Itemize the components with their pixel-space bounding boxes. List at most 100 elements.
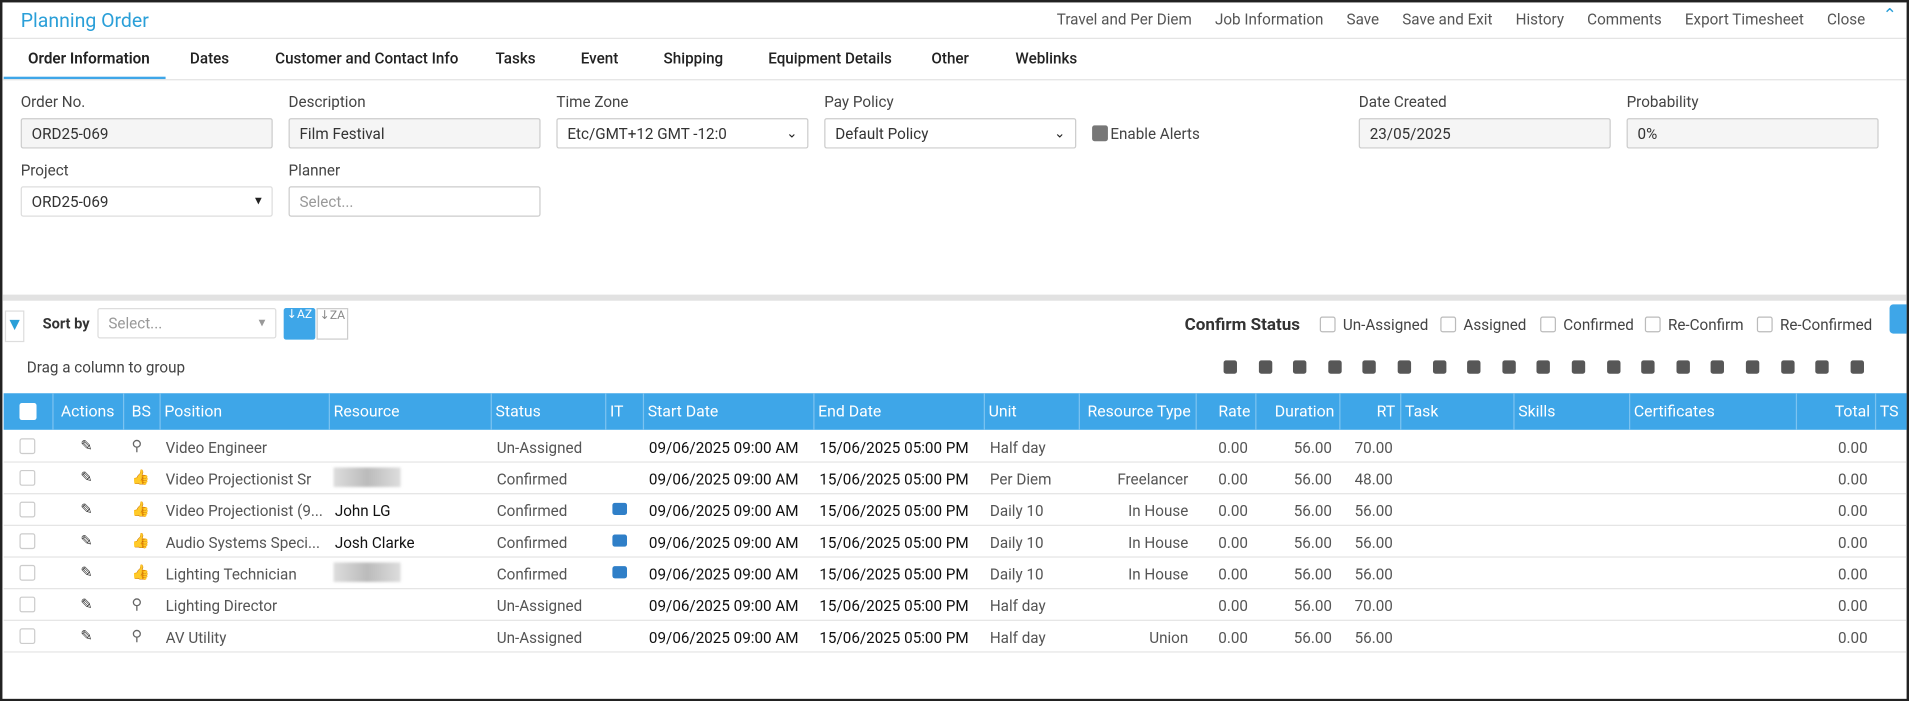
menu-item[interactable]: Save and Exit <box>1402 10 1493 30</box>
checkbox[interactable] <box>19 596 36 613</box>
column-header[interactable]: Actions <box>60 402 115 422</box>
tab[interactable]: Customer and Contact Info <box>275 49 459 69</box>
input[interactable]: Select... <box>288 186 541 217</box>
checkbox[interactable] <box>1540 316 1556 333</box>
menu-item[interactable]: Comments <box>1587 10 1662 30</box>
menu-item[interactable]: Travel and Per Diem <box>1056 10 1192 30</box>
select[interactable]: Select... ▾ <box>97 308 277 339</box>
checkbox[interactable] <box>19 469 36 486</box>
column-header[interactable]: Status <box>495 402 541 422</box>
toolbar-icon[interactable] <box>1641 360 1655 374</box>
edit-icon[interactable]: ✎ <box>80 595 93 613</box>
person-icon: ⚲ <box>131 595 143 613</box>
cell: Confirmed <box>496 566 568 585</box>
sort-asc-button[interactable]: ↓AZ <box>283 308 316 340</box>
cell: 0.00 <box>1837 439 1868 458</box>
column-header[interactable]: End Date <box>818 402 882 422</box>
column-header[interactable]: Unit <box>988 402 1017 422</box>
menu-item[interactable]: Job Information <box>1214 10 1324 30</box>
column-header[interactable]: Position <box>164 402 223 422</box>
checkbox[interactable] <box>1440 316 1457 333</box>
toolbar-icon[interactable] <box>1328 360 1342 374</box>
edit-icon[interactable]: ✎ <box>80 468 93 486</box>
edit-icon[interactable]: ✎ <box>80 627 93 645</box>
tab[interactable]: Shipping <box>663 49 724 69</box>
cell: AV Utility <box>165 629 227 648</box>
column-header[interactable]: TS <box>1879 402 1899 422</box>
toolbar-icon[interactable] <box>1536 360 1551 374</box>
toolbar-icon[interactable] <box>1293 360 1307 374</box>
toolbar-icon[interactable] <box>1815 360 1829 374</box>
filter-button[interactable]: ▼ <box>4 310 25 343</box>
toolbar-icon[interactable] <box>1711 360 1725 374</box>
edit-icon[interactable]: ✎ <box>80 437 93 455</box>
tab[interactable]: Tasks <box>495 49 536 69</box>
toolbar-icon[interactable] <box>1571 360 1586 374</box>
select[interactable]: Default Policy ⌄ <box>824 118 1077 149</box>
toolbar-icon[interactable] <box>1676 360 1690 374</box>
column-header[interactable]: BS <box>131 402 151 422</box>
checkbox[interactable] <box>19 564 36 581</box>
input[interactable]: Film Festival <box>288 118 541 149</box>
tab[interactable]: Other <box>931 49 969 69</box>
checkbox[interactable] <box>19 438 36 455</box>
menu-item[interactable]: Close <box>1826 10 1866 30</box>
edit-icon[interactable]: ✎ <box>80 563 93 581</box>
sort-desc-button[interactable]: ↓ZA <box>316 308 349 340</box>
checkbox[interactable] <box>19 628 36 645</box>
cell: 15/06/2025 05:00 PM <box>819 471 969 490</box>
select[interactable]: Etc/GMT+12 GMT -12:0 ⌄ <box>556 118 809 149</box>
column-header[interactable]: Start Date <box>647 402 719 422</box>
column-divider <box>328 393 330 430</box>
toolbar-icon[interactable] <box>1397 360 1412 374</box>
toolbar-icon[interactable] <box>1223 360 1237 374</box>
collapse-icon[interactable]: ⌃ <box>1882 6 1897 26</box>
column-header[interactable]: Resource <box>333 402 400 422</box>
input[interactable]: ORD25-069 <box>20 118 273 149</box>
toolbar-icon[interactable] <box>1745 360 1760 374</box>
edit-icon[interactable]: ✎ <box>80 500 93 518</box>
input[interactable]: 0% <box>1626 118 1879 149</box>
column-header[interactable]: Rate <box>1218 402 1251 422</box>
column-header[interactable]: Duration <box>1274 402 1335 422</box>
tab[interactable]: Order Information <box>28 49 150 69</box>
cell: Confirmed <box>496 534 568 553</box>
column-header[interactable]: Certificates <box>1633 402 1715 422</box>
checkbox[interactable] <box>1756 316 1773 333</box>
cell: 0.00 <box>1218 471 1248 490</box>
group-hint: Drag a column to group <box>26 359 186 378</box>
edit-icon[interactable]: ✎ <box>80 532 93 550</box>
menu-item[interactable]: Save <box>1346 10 1380 30</box>
checkbox[interactable] <box>1092 125 1108 142</box>
checkbox[interactable] <box>19 533 36 550</box>
menu-item[interactable]: History <box>1515 10 1565 30</box>
toolbar-icon[interactable] <box>1606 360 1620 374</box>
tab[interactable]: Dates <box>189 49 230 69</box>
toolbar-icon[interactable] <box>1502 360 1516 374</box>
checkbox[interactable] <box>1319 316 1336 333</box>
column-divider <box>1078 393 1080 430</box>
input[interactable]: 23/05/2025 <box>1358 118 1611 149</box>
toolbar-icon[interactable] <box>1850 360 1864 374</box>
column-header[interactable]: Skills <box>1518 402 1556 422</box>
tab[interactable]: Weblinks <box>1015 49 1078 69</box>
toolbar-icon[interactable] <box>1432 360 1446 374</box>
select[interactable]: ORD25-069 ▾ <box>20 186 273 217</box>
column-header[interactable]: Resource Type <box>1087 402 1191 422</box>
toolbar-icon[interactable] <box>1362 360 1377 374</box>
side-panel-toggle[interactable] <box>1889 304 1907 334</box>
column-header[interactable]: Total <box>1834 402 1871 422</box>
menu-item[interactable]: Export Timesheet <box>1684 10 1804 30</box>
cell: Video Projectionist (9... <box>165 502 323 522</box>
tab[interactable]: Event <box>580 49 619 69</box>
column-header[interactable]: IT <box>609 402 624 422</box>
checkbox[interactable] <box>19 501 36 518</box>
toolbar-icon[interactable] <box>1467 360 1481 374</box>
toolbar-icon[interactable] <box>1258 360 1272 374</box>
checkbox[interactable] <box>1644 316 1661 333</box>
checkbox[interactable] <box>19 402 37 421</box>
tab[interactable]: Equipment Details <box>768 49 892 69</box>
column-header[interactable]: Task <box>1404 402 1439 422</box>
toolbar-icon[interactable] <box>1780 360 1795 374</box>
column-header[interactable]: RT <box>1376 402 1396 422</box>
